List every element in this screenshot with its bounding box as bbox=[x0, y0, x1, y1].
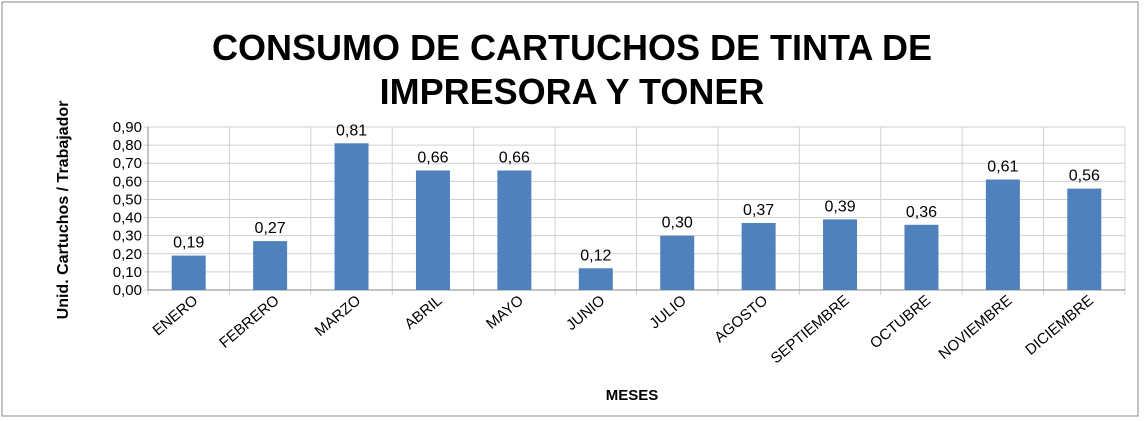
y-tick-label: 0,60 bbox=[113, 173, 142, 190]
chart-title: CONSUMO DE CARTUCHOS DE TINTA DE IMPRESO… bbox=[212, 27, 932, 112]
data-label: 0,56 bbox=[1069, 168, 1100, 185]
x-tick-label: ENERO bbox=[149, 292, 201, 339]
bar bbox=[578, 268, 613, 290]
x-tick-label: DICIEMBRE bbox=[1022, 292, 1097, 359]
data-label: 0,27 bbox=[255, 220, 286, 237]
x-tick-label: JULIO bbox=[646, 292, 689, 332]
data-label: 0,12 bbox=[580, 247, 611, 264]
y-tick-label: 0,40 bbox=[113, 210, 142, 227]
y-tick-label: 0,50 bbox=[113, 191, 142, 208]
bar bbox=[253, 241, 288, 290]
bar bbox=[497, 170, 532, 290]
x-tick-label: ABRIL bbox=[401, 292, 445, 333]
y-tick-label: 0,90 bbox=[113, 119, 142, 136]
data-label: 0,37 bbox=[743, 202, 774, 219]
bar bbox=[1067, 188, 1102, 290]
y-tick-label: 0,70 bbox=[113, 155, 142, 172]
x-tick-label: AGOSTO bbox=[711, 292, 771, 346]
data-label: 0,66 bbox=[499, 149, 530, 166]
x-tick-label: JUNIO bbox=[563, 292, 608, 334]
bar bbox=[171, 255, 206, 290]
y-tick-label: 0,80 bbox=[113, 137, 142, 154]
x-tick-label: OCTUBRE bbox=[867, 292, 934, 352]
x-tick-label: MAYO bbox=[483, 292, 527, 333]
bar bbox=[823, 219, 858, 290]
y-tick-label: 0,00 bbox=[113, 282, 142, 299]
data-label: 0,61 bbox=[987, 159, 1018, 176]
data-label: 0,30 bbox=[662, 215, 693, 232]
data-label: 0,19 bbox=[173, 235, 204, 252]
y-tick-label: 0,30 bbox=[113, 228, 142, 245]
bar bbox=[334, 143, 369, 290]
x-tick-label: FEBRERO bbox=[216, 292, 282, 352]
data-label: 0,66 bbox=[417, 149, 448, 166]
x-tick-label: MARZO bbox=[312, 292, 364, 340]
bar bbox=[415, 170, 450, 290]
x-tick-label: NOVIEMBRE bbox=[936, 292, 1016, 363]
y-tick-label: 0,20 bbox=[113, 246, 142, 263]
bar bbox=[741, 222, 776, 290]
bar bbox=[904, 224, 939, 290]
x-axis-title: MESES bbox=[606, 387, 659, 404]
y-axis-title: Unid. Cartuchos / Trabajador bbox=[55, 101, 72, 320]
data-label: 0,39 bbox=[824, 198, 855, 215]
data-label: 0,36 bbox=[906, 204, 937, 221]
bar bbox=[985, 179, 1020, 290]
x-tick-label: SEPTIEMBRE bbox=[768, 292, 853, 367]
bar bbox=[660, 235, 695, 290]
data-label: 0,81 bbox=[336, 122, 367, 139]
y-tick-label: 0,10 bbox=[113, 264, 142, 281]
